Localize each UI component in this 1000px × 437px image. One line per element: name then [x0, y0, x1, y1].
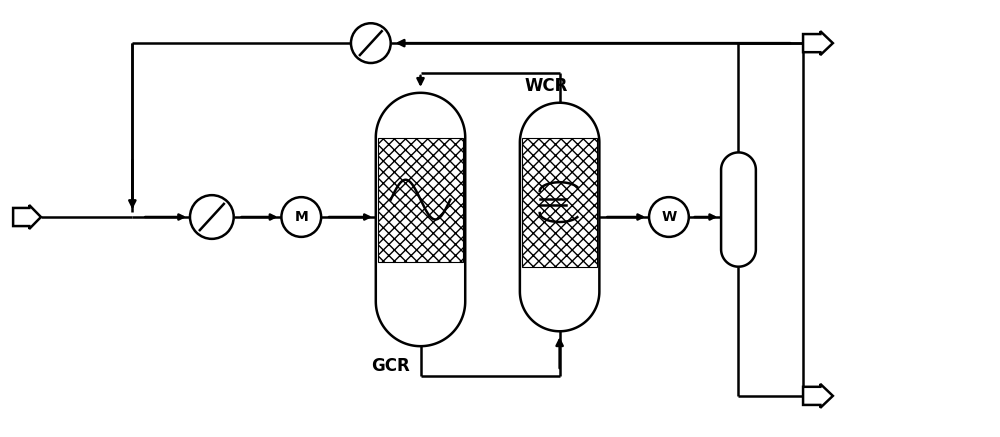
Text: W: W [661, 210, 677, 224]
Polygon shape [13, 205, 41, 229]
Polygon shape [376, 93, 465, 346]
Text: M: M [294, 210, 308, 224]
Polygon shape [803, 384, 833, 408]
Circle shape [190, 195, 234, 239]
Polygon shape [803, 31, 833, 55]
Bar [522, 138, 597, 267]
Polygon shape [520, 103, 599, 331]
Text: GCR: GCR [371, 357, 410, 375]
Circle shape [281, 197, 321, 237]
Text: WCR: WCR [525, 77, 568, 95]
Bar [378, 138, 463, 262]
Polygon shape [721, 153, 756, 267]
Circle shape [351, 23, 391, 63]
Circle shape [649, 197, 689, 237]
